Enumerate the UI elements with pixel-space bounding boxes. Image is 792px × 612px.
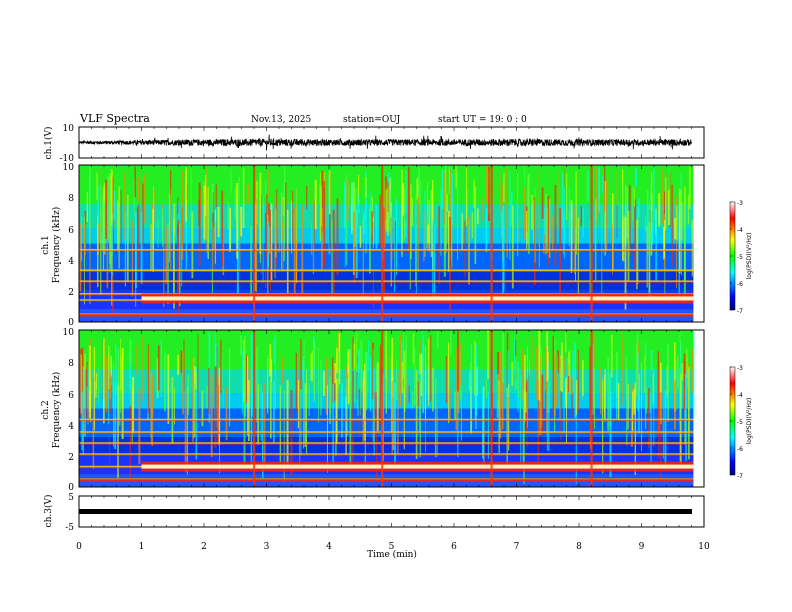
start-time-label: start UT = 19: 0 : 0 bbox=[438, 115, 527, 125]
cb2-tick-4: -4 bbox=[737, 392, 743, 399]
x-tick-label: 1 bbox=[139, 542, 145, 552]
figure-title: VLF Spectra bbox=[79, 112, 150, 125]
date-label: Nov.13, 2025 bbox=[251, 115, 312, 125]
ch2-spectrogram-ticks bbox=[78, 330, 705, 487]
ch2-ytick-4: 4 bbox=[68, 422, 74, 432]
cb1-tick-7: -7 bbox=[737, 308, 743, 315]
ch3-ytick-bottom: -5 bbox=[65, 523, 74, 533]
ch3-ytick-top: 5 bbox=[68, 493, 74, 503]
ch1-spectrogram-image bbox=[79, 165, 694, 322]
ch1-waveform-line bbox=[78, 134, 692, 151]
cb2-tick-6: -6 bbox=[737, 446, 743, 453]
cb1-tick-4: -4 bbox=[737, 227, 743, 234]
ch2-ytick-8: 8 bbox=[68, 359, 74, 369]
colorbar-1: -3 -4 -5 -6 -7 log(PSD)(V²/Hz) bbox=[729, 200, 753, 315]
x-tick-label: 9 bbox=[639, 542, 645, 552]
ch2-ytick-10: 10 bbox=[63, 328, 75, 338]
x-tick-label: 0 bbox=[76, 542, 82, 552]
x-tick-label: 10 bbox=[698, 542, 710, 552]
ch1-spectrogram-ylabel: ch.1 bbox=[41, 235, 51, 254]
ch1-ytick-4: 4 bbox=[68, 257, 74, 267]
ch2-ytick-0: 0 bbox=[68, 483, 74, 493]
colorbar-2: -3 -4 -5 -6 -7 log(PSD)(V²/Hz) bbox=[729, 365, 753, 480]
ch1-ytick-8: 8 bbox=[68, 194, 74, 204]
cb2-tick-5: -5 bbox=[737, 419, 743, 426]
x-tick-label: 2 bbox=[201, 542, 207, 552]
ch1-frequency-label: Frequency (kHz) bbox=[51, 207, 62, 284]
station-label: station=OUJ bbox=[343, 115, 401, 125]
ch3-waveform-line bbox=[79, 509, 692, 514]
x-tick-label: 5 bbox=[389, 542, 395, 552]
ch3-waveform-panel: 5 -5 ch.3(V) bbox=[43, 493, 705, 533]
x-tick-label: 6 bbox=[451, 542, 457, 552]
x-axis-ticklabels: 0 1 2 3 4 5 6 7 8 9 10 bbox=[76, 542, 710, 552]
cb2-tick-7: -7 bbox=[737, 473, 743, 480]
ch1-ytick-2: 2 bbox=[68, 288, 74, 298]
ch1-ylabel: ch.1(V) bbox=[43, 127, 54, 160]
ch1-ytick-top: 10 bbox=[63, 124, 75, 134]
cb1-tick-5: -5 bbox=[737, 254, 743, 261]
cb1-label: log(PSD)(V²/Hz) bbox=[746, 233, 753, 280]
ch2-spectrogram-image bbox=[79, 330, 695, 487]
cb1-tick-6: -6 bbox=[737, 281, 743, 288]
x-tick-label: 7 bbox=[514, 542, 520, 552]
ch3-ylabel: ch.3(V) bbox=[43, 495, 54, 528]
ch2-ytick-6: 6 bbox=[68, 391, 74, 401]
ch1-spectrogram-panel: 0 2 4 6 8 10 ch.1 Frequency (kHz) bbox=[41, 163, 705, 328]
x-tick-label: 8 bbox=[576, 542, 582, 552]
ch2-spectrogram-ylabel: ch.2 bbox=[41, 400, 51, 419]
ch1-waveform-panel: 10 -10 ch.1(V) bbox=[43, 124, 705, 164]
cb2-tick-3: -3 bbox=[737, 365, 743, 372]
ch2-spectrogram-panel: 0 2 4 6 8 10 ch.2 Frequency (kHz) bbox=[41, 328, 705, 493]
ch1-ytick-0: 0 bbox=[68, 318, 74, 328]
ch2-ytick-2: 2 bbox=[68, 453, 74, 463]
ch1-spectrogram-ticks bbox=[78, 165, 705, 322]
ch1-ticks bbox=[78, 127, 705, 158]
cb1-tick-3: -3 bbox=[737, 200, 743, 207]
x-axis-label: Time (min) bbox=[367, 549, 417, 560]
x-tick-label: 3 bbox=[264, 542, 270, 552]
ch1-ytick-10: 10 bbox=[63, 163, 75, 173]
ch2-frequency-label: Frequency (kHz) bbox=[51, 372, 62, 449]
ch1-ytick-6: 6 bbox=[68, 226, 74, 236]
cb2-label: log(PSD)(V²/Hz) bbox=[746, 398, 753, 445]
ch1-ytick-bottom: -10 bbox=[60, 154, 75, 164]
x-tick-label: 4 bbox=[326, 542, 332, 552]
ch3-ticks bbox=[78, 496, 705, 527]
